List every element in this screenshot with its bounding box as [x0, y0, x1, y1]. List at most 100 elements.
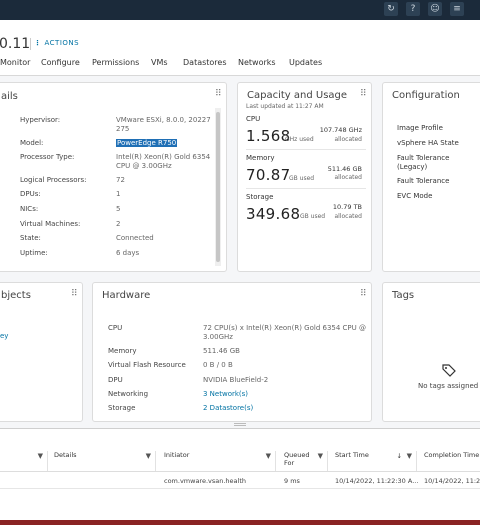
table-row-divider: [0, 488, 480, 489]
hw-cpu-label: CPU: [108, 324, 123, 332]
image-profile-label: Image Profile: [397, 124, 443, 132]
filter-icon[interactable]: ▼: [406, 452, 412, 460]
hw-virtual-flash-value: 0 B / 0 B: [203, 361, 233, 369]
sort-descending-icon[interactable]: ↓: [396, 452, 402, 460]
col-header-completion-time[interactable]: Completion Time: [420, 451, 480, 471]
task-start-time-cell: 10/14/2022, 11:22:30 A...: [335, 477, 419, 485]
model-value-selected: PowerEdge R750: [116, 139, 178, 147]
tab-updates[interactable]: Updates: [289, 58, 323, 67]
processor-type-label: Processor Type:: [20, 153, 75, 161]
user-icon[interactable]: ☺: [428, 2, 442, 16]
storage-used-value: 349.68: [246, 205, 301, 223]
capacity-card-title: Capacity and Usage: [247, 90, 348, 101]
tab-configure[interactable]: Configure: [41, 58, 80, 67]
help-icon[interactable]: ?: [406, 2, 420, 16]
tab-monitor[interactable]: Monitor: [0, 58, 31, 67]
object-header: 0.11 ⋮ ACTIONS Monitor Configure Permissi…: [0, 20, 480, 76]
task-initiator-cell: com.vmware.vsan.health: [164, 477, 246, 485]
drag-handle-icon[interactable]: ⠿: [71, 289, 78, 299]
filter-icon[interactable]: ▼: [145, 452, 151, 460]
hw-dpu-label: DPU: [108, 376, 123, 384]
col-header-task[interactable]: ▼: [0, 451, 48, 471]
model-value[interactable]: PowerEdge R750: [116, 139, 178, 147]
fault-tolerance-legacy-label: Fault Tolerance: [397, 154, 450, 162]
tab-networks[interactable]: Networks: [238, 58, 276, 67]
model-label: Model:: [20, 139, 44, 147]
hypervisor-label: Hypervisor:: [20, 116, 61, 124]
storage-allocated-label: allocated: [334, 213, 362, 220]
memory-name: Memory: [246, 154, 275, 162]
cpu-allocated-value: 107.748 GHz: [319, 126, 362, 134]
col-header-queued-for[interactable]: Queued For ▼: [280, 451, 328, 471]
col-header-initiator[interactable]: Initiator ▼: [160, 451, 276, 471]
completion-time-header-label: Completion Time: [424, 451, 480, 459]
memory-allocated-label: allocated: [334, 174, 362, 181]
filter-icon[interactable]: ▼: [265, 452, 271, 460]
fault-tolerance-legacy-label-cont: (Legacy): [397, 163, 428, 171]
hardware-card: Hardware ⠿: [92, 282, 372, 422]
details-scrollbar-thumb[interactable]: [216, 112, 220, 262]
details-card-title: ails: [1, 91, 18, 102]
hw-dpu-value: NVIDIA BlueField-2: [203, 376, 269, 384]
tags-card: Tags: [382, 282, 480, 422]
storage-allocated-value: 10.79 TB: [332, 203, 362, 211]
col-header-start-time[interactable]: Start Time ↓ ▼: [331, 451, 417, 471]
header-divider: [30, 38, 31, 50]
cpu-used-unit: GHz used: [285, 136, 314, 143]
hypervisor-value: VMware ESXi, 8.0.0, 20227: [116, 116, 211, 124]
taskbar-edge: [0, 520, 480, 525]
hw-virtual-flash-label: Virtual Flash Resource: [108, 361, 186, 369]
evc-mode-label: EVC Mode: [397, 192, 433, 200]
panel-resize-grip[interactable]: [234, 423, 246, 426]
actions-dots-icon: ⋮: [34, 39, 42, 47]
filter-icon[interactable]: ▼: [317, 452, 323, 460]
state-value: Connected: [116, 234, 154, 242]
hardware-card-title: Hardware: [102, 290, 151, 301]
storage-name: Storage: [246, 193, 274, 201]
hw-memory-label: Memory: [108, 347, 137, 355]
menu-icon[interactable]: ≡: [450, 2, 464, 16]
start-time-header-label: Start Time: [335, 451, 369, 459]
actions-label: ACTIONS: [44, 39, 80, 47]
capacity-card: Capacity and Usage ⠿: [237, 82, 372, 272]
drag-handle-icon[interactable]: ⠿: [360, 89, 367, 99]
hw-cpu-value: 72 CPU(s) x Intel(R) Xeon(R) Gold 6354 C…: [203, 324, 366, 332]
dpus-value: 1: [116, 190, 121, 198]
memory-allocated-value: 511.46 GB: [327, 165, 362, 173]
virtual-machines-label: Virtual Machines:: [20, 220, 81, 228]
hw-storage-label: Storage: [108, 404, 136, 412]
hw-storage-value[interactable]: 2 Datastore(s): [203, 404, 254, 412]
hypervisor-value-cont: 275: [116, 125, 130, 133]
filter-icon[interactable]: ▼: [37, 452, 43, 460]
actions-button[interactable]: ⋮ ACTIONS: [34, 39, 79, 47]
state-label: State:: [20, 234, 41, 242]
vsphere-ha-state-label: vSphere HA State: [397, 139, 459, 147]
refresh-icon[interactable]: ↻: [384, 2, 398, 16]
processor-type-value-cont: CPU @ 3.00GHz: [116, 162, 172, 170]
hw-networking-value[interactable]: 3 Network(s): [203, 390, 249, 398]
tab-vms[interactable]: VMs: [151, 58, 168, 67]
processor-type-value: Intel(R) Xeon(R) Gold 6354: [116, 153, 211, 161]
related-object-link[interactable]: ey: [0, 332, 9, 340]
virtual-machines-value: 2: [116, 220, 121, 228]
host-title: 0.11: [0, 36, 31, 52]
recent-tasks-panel: ▼ Details ▼ Initiator ▼ Queued For ▼ Sta…: [0, 428, 480, 520]
cpu-allocated-label: allocated: [334, 136, 362, 143]
tab-datastores[interactable]: Datastores: [183, 58, 227, 67]
resource-divider: [246, 188, 366, 189]
configuration-card-title: Configuration: [392, 90, 460, 101]
nics-value: 5: [116, 205, 121, 213]
related-objects-card: bjects ⠿: [0, 282, 83, 422]
tab-permissions[interactable]: Permissions: [92, 58, 140, 67]
col-header-details[interactable]: Details ▼: [50, 451, 156, 471]
global-top-bar: ↻ ? ☺ ≡: [0, 0, 480, 20]
drag-handle-icon[interactable]: ⠿: [215, 89, 222, 99]
queued-header-label-cont: For: [284, 459, 295, 467]
capacity-last-updated: Last updated at 11:27 AM: [246, 103, 324, 110]
resource-divider: [246, 149, 366, 150]
fault-tolerance-label: Fault Tolerance: [397, 177, 450, 185]
hw-memory-value: 511.46 GB: [203, 347, 240, 355]
drag-handle-icon[interactable]: ⠿: [360, 289, 367, 299]
uptime-label: Uptime:: [20, 249, 48, 257]
configuration-card: Configuration: [382, 82, 480, 272]
